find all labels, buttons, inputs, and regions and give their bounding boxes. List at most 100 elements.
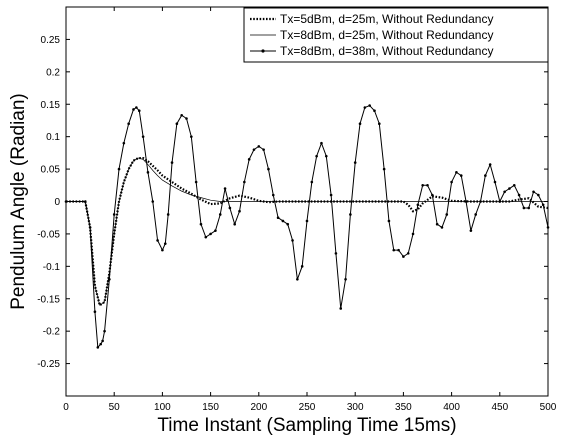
data-point [214,229,217,232]
legend: Tx=5dBm, d=25m, Without Redundancy Tx=8dB… [243,7,549,63]
data-point [392,248,396,252]
data-point [455,171,458,174]
data-point [286,222,290,226]
y-tick-label: -0.1 [43,262,61,273]
data-point [276,216,280,220]
data-point [431,193,434,197]
data-point [411,232,415,236]
data-point [387,219,391,223]
series-line-2 [66,157,548,306]
data-point [546,226,550,229]
data-point [493,180,497,184]
legend-box [243,7,549,63]
y-tick-label: -0.05 [37,229,60,240]
data-point [127,122,130,125]
data-point [170,161,174,164]
x-tick-label: 150 [202,402,219,413]
ticks-layer: 0 50 100 150 200 250 300 350 400 450 500 -0.25 -0.2 -… [37,7,557,413]
data-point [479,200,482,203]
data-point [363,106,367,109]
data-point [141,135,145,138]
data-point [135,106,138,109]
data-point [435,222,439,226]
series-layer [64,104,550,349]
data-point [252,148,256,151]
series-line-3 [66,104,549,349]
data-point [334,252,338,255]
y-tick-label: -0.15 [37,294,60,305]
data-point [103,329,106,333]
x-tick-label: 0 [63,402,69,413]
data-point [96,346,100,349]
data-point [320,141,323,145]
data-point [291,239,294,242]
data-point [194,180,198,184]
y-tick-label: 0.1 [46,132,60,143]
data-point [257,145,261,148]
data-point [402,255,405,258]
data-point [368,104,371,107]
data-point [300,265,304,268]
x-tick-label: 200 [250,402,267,413]
legend-label-3: Tx=8dBm, d=38m, Without Redundancy [280,44,493,58]
x-tick-label: 350 [395,402,412,413]
data-point [469,229,473,232]
data-point [146,171,150,174]
data-point [238,209,241,213]
data-point [218,213,222,216]
x-axis-title: Time Instant (Sampling Time 15ms) [157,415,456,436]
data-point [233,222,236,226]
data-point [329,193,333,197]
data-point [353,161,357,164]
data-point [112,213,116,216]
data-point [397,248,400,252]
data-point [498,200,502,203]
data-point [373,109,376,113]
data-point [247,158,251,161]
data-point [262,148,265,151]
data-point [315,154,318,158]
data-point [166,213,170,216]
x-tick-label: 100 [154,402,171,413]
y-tick-label: 0.05 [41,165,61,176]
data-point [132,108,135,111]
data-point [108,278,111,281]
data-point [382,167,386,171]
data-point [488,163,492,166]
y-tick-label: 0.25 [41,35,61,46]
legend-label-2: Tx=8dBm, d=25m, Without Redundancy [280,28,493,42]
y-tick-label: 0.2 [46,67,60,78]
data-point [190,135,193,138]
data-point [532,190,535,194]
data-point [88,226,92,229]
data-point [305,219,309,223]
x-tick-label: 250 [299,402,316,413]
data-point [474,213,478,216]
legend-label-1: Tx=5dBm, d=25m, Without Redundancy [280,12,493,26]
x-tick-label: 500 [540,402,557,413]
data-point [378,122,381,125]
data-point [161,248,164,252]
data-point [185,117,188,120]
data-point [296,278,299,281]
data-point [117,167,121,171]
data-point [537,193,540,197]
data-point [175,122,179,125]
data-point [541,203,545,207]
data-point [421,183,424,187]
data-point [99,342,102,346]
y-tick-label: 0 [54,197,60,208]
data-point [459,174,463,177]
data-point [209,232,212,236]
data-point [517,193,521,197]
data-point [228,206,232,210]
data-point [503,190,506,194]
data-point [267,167,270,171]
data-point [243,180,246,184]
y-tick-label: -0.25 [37,359,60,370]
data-point [344,278,347,281]
x-tick-label: 50 [109,402,121,413]
data-point [450,180,453,184]
data-point [271,193,275,197]
